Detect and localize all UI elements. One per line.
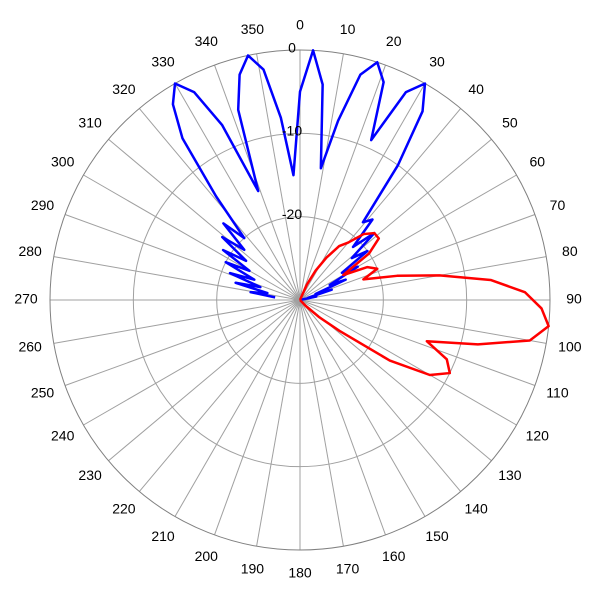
angle-tick-label: 200 [195,548,219,564]
angle-tick-label: 70 [550,197,566,213]
spoke-grid-line [108,138,301,301]
spoke-grid-line [256,53,301,301]
angle-tick-label: 350 [241,21,265,37]
spoke-grid-line [299,299,386,536]
spoke-grid-line [83,174,301,301]
spoke-grid-line [108,299,301,462]
radius-tick-label: 0 [288,39,296,55]
spoke-grid-line [256,299,301,547]
angle-tick-label: 110 [546,384,569,400]
spoke-grid-line [64,299,301,386]
grid-ring [132,132,468,468]
spoke-grid-line [299,256,547,301]
spoke-grid-line [138,108,301,301]
pattern-line [171,49,427,302]
angle-tick-label: 50 [502,115,518,131]
spoke-grid-line [214,299,301,536]
outer-ring [49,49,551,551]
angle-tick-label: 240 [51,428,75,444]
spoke-grid-line [299,53,344,301]
angle-tick-label: 330 [151,53,175,69]
angle-tick-label: 30 [429,53,445,69]
radius-tick-label: -20 [282,206,302,222]
angle-tick-label: 80 [562,243,578,259]
spoke-grid-line [174,83,301,301]
angle-tick-label: 260 [18,338,42,354]
spoke-grid-line [83,299,301,426]
angle-tick-label: 310 [78,115,102,131]
angle-tick-label: 290 [31,197,55,213]
angle-tick-label: 10 [340,21,356,37]
spoke-grid-line [299,138,492,301]
angle-tick-label: 280 [18,243,42,259]
pattern-line [298,231,550,377]
angle-tick-label: 320 [112,81,136,97]
angle-tick-label: 340 [195,33,219,49]
spoke-grid-line [53,299,301,344]
spoke-grid-line [299,299,426,517]
angle-tick-label: 210 [151,528,175,544]
spoke-grid-line [299,299,344,547]
spoke-grid-line [138,299,301,492]
angle-tick-label: 270 [14,291,38,307]
angle-tick-label: 60 [530,154,546,170]
angle-tick-label: 220 [112,501,136,517]
angle-tick-label: 300 [51,154,75,170]
spoke-grid-line [299,299,536,386]
angle-tick-label: 90 [566,291,582,307]
angle-tick-label: 100 [558,338,582,354]
spoke-grid-line [299,299,547,344]
angle-tick-label: 230 [78,467,102,483]
grid-ring [216,216,384,384]
angle-tick-label: 250 [31,384,55,400]
angle-tick-label: 0 [296,17,304,33]
radius-tick-label: -10 [282,123,302,139]
spoke-grid-line [299,214,536,301]
spoke-grid-line [299,108,462,301]
angle-tick-label: 20 [386,33,402,49]
spoke-grid-line [299,299,462,492]
spoke-grid-line [64,214,301,301]
angle-tick-label: 180 [288,565,312,581]
spoke-grid-line [174,299,301,517]
angle-tick-label: 40 [468,81,484,97]
angle-tick-label: 130 [498,467,522,483]
spoke-grid-line [299,299,517,426]
spoke-grid-line [299,174,517,301]
spoke-grid-line [299,64,386,301]
angle-tick-label: 120 [526,428,550,444]
angle-tick-label: 150 [425,528,449,544]
angle-tick-label: 160 [382,548,406,564]
angle-tick-label: 140 [464,501,488,517]
angle-tick-label: 190 [241,561,265,577]
angle-tick-label: 170 [336,561,360,577]
